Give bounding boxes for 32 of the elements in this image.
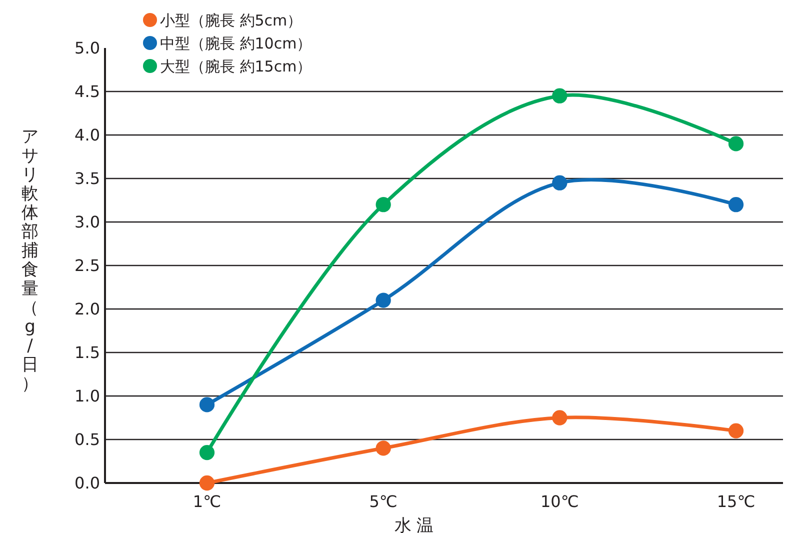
y-tick-label: 3.0 xyxy=(74,212,100,232)
x-axis-title: 水 温 xyxy=(394,516,434,533)
y-tick-label: 3.5 xyxy=(74,169,100,188)
x-tick-label: 10℃ xyxy=(540,492,579,511)
y-tick-label: 2.5 xyxy=(74,256,100,276)
x-tick-label: 5℃ xyxy=(369,492,398,511)
point xyxy=(376,292,391,308)
y-tick-label: 1.5 xyxy=(74,343,100,362)
x-tick-label: 15℃ xyxy=(716,492,756,511)
point xyxy=(728,136,744,152)
x-tick-label: 1℃ xyxy=(192,492,222,511)
point xyxy=(376,440,391,456)
y-tick-label: 4.5 xyxy=(74,82,100,102)
point xyxy=(199,475,215,491)
legend-label: 中型（腕長 約10cm） xyxy=(160,34,312,52)
point xyxy=(552,410,568,426)
point xyxy=(728,423,744,438)
legend-label: 大型（腕長 約15cm） xyxy=(160,57,312,76)
point xyxy=(552,175,568,190)
y-tick-label: 5.0 xyxy=(74,38,100,58)
y-tick-label: 1.0 xyxy=(74,386,100,406)
point xyxy=(728,197,744,212)
y-tick-label: 4.0 xyxy=(74,126,100,145)
y-tick-label: 0.5 xyxy=(74,430,100,450)
y-tick-label: 2.0 xyxy=(74,300,100,319)
point xyxy=(199,444,215,460)
point xyxy=(199,397,215,412)
point xyxy=(376,197,391,212)
point xyxy=(552,88,568,104)
legend-label: 小型（腕長 約5cm） xyxy=(160,11,302,30)
y-tick-label: 0.0 xyxy=(74,474,100,493)
text: アサリ軟体部捕食量（g/日） xyxy=(22,127,38,394)
